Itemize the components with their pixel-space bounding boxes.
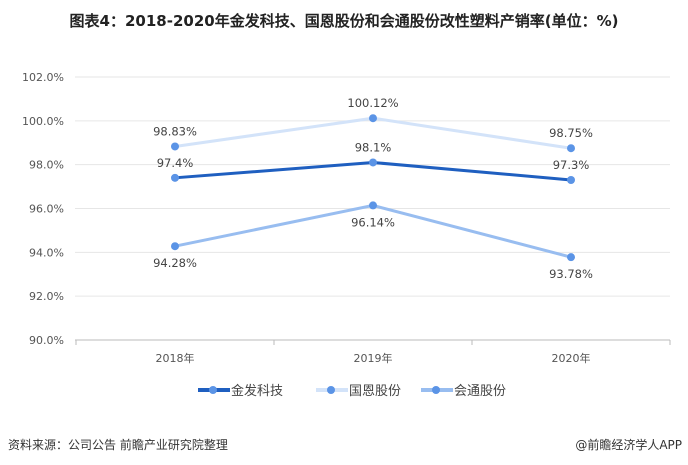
data-point	[171, 173, 179, 182]
data-point	[171, 142, 179, 151]
data-point	[567, 176, 575, 185]
y-tick-label: 102.0%	[22, 71, 64, 84]
legend-label: 金发科技	[231, 383, 283, 399]
data-point	[171, 242, 179, 251]
y-tick-label: 96.0%	[29, 203, 64, 216]
data-label: 98.83%	[153, 124, 197, 138]
x-tick-label: 2019年	[354, 351, 393, 365]
data-label: 93.78%	[549, 267, 593, 281]
data-label: 98.1%	[355, 140, 392, 154]
data-point	[567, 253, 575, 262]
data-label: 100.12%	[347, 96, 398, 110]
y-tick-label: 98.0%	[29, 159, 64, 172]
data-point	[567, 144, 575, 153]
legend-marker	[327, 386, 335, 394]
data-label: 94.28%	[153, 256, 197, 270]
chart-title: 图表4：2018-2020年金发科技、国恩股份和会通股份改性塑料产销率(单位：%…	[69, 12, 619, 30]
legend-marker	[209, 386, 217, 394]
legend-label: 国恩股份	[349, 384, 401, 399]
x-tick-label: 2020年	[552, 351, 591, 365]
data-label: 97.4%	[157, 156, 194, 170]
y-tick-label: 92.0%	[29, 290, 64, 303]
data-point	[369, 201, 377, 210]
y-tick-label: 94.0%	[29, 246, 64, 259]
x-tick-label: 2018年	[156, 351, 195, 365]
data-label: 97.3%	[553, 158, 590, 172]
data-label: 98.75%	[549, 126, 593, 140]
legend-label: 会通股份	[454, 384, 506, 399]
y-tick-label: 90.0%	[29, 334, 64, 347]
credit-note: @前瞻经济学人APP	[575, 438, 682, 452]
data-label: 96.14%	[351, 215, 395, 229]
legend-marker	[432, 386, 440, 394]
series-line-会通股份	[174, 203, 572, 259]
data-point	[369, 158, 377, 167]
data-point	[369, 114, 377, 123]
y-tick-label: 100.0%	[22, 115, 64, 128]
source-note: 资料来源：公司公告 前瞻产业研究院整理	[8, 438, 228, 452]
